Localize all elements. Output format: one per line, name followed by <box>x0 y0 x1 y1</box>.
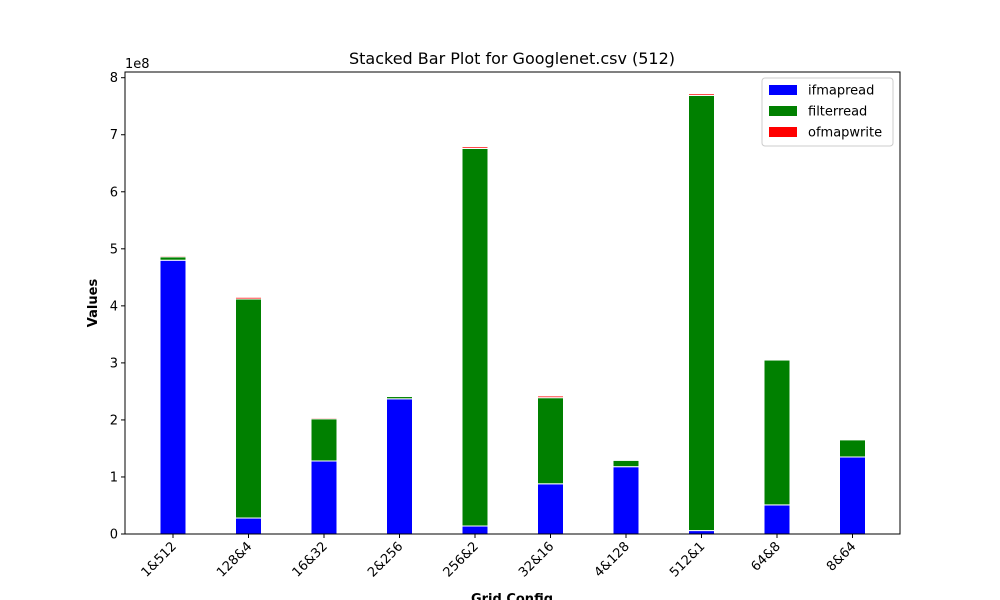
bar-ofmapwrite-128&4 <box>235 296 262 300</box>
bar-ifmapread-8&64 <box>839 456 866 535</box>
legend-swatch-ifmapread <box>769 85 797 95</box>
bar-filterread-256&2 <box>461 147 489 527</box>
legend-label-ofmapwrite: ofmapwrite <box>808 126 882 141</box>
bar-ofmapwrite-256&2 <box>461 146 489 149</box>
y-tick-label: 2 <box>110 413 118 428</box>
legend-swatch-ofmapwrite <box>769 127 797 137</box>
bar-filterread-2&256 <box>386 396 413 400</box>
y-axis-ticks: 0 1 2 3 4 5 6 7 8 <box>110 71 125 543</box>
bar-ifmapread-4&128 <box>612 466 640 535</box>
y-tick-label: 7 <box>110 128 118 143</box>
bar-filterread-16&32 <box>310 418 338 462</box>
legend-label-ifmapread: ifmapread <box>808 84 874 99</box>
y-tick-label: 0 <box>110 528 118 543</box>
bar-ofmapwrite-1&512 <box>159 255 187 258</box>
y-tick-label: 8 <box>110 71 118 86</box>
x-axis-label: Grid Config <box>471 592 553 600</box>
bar-ifmapread-16&32 <box>310 460 338 535</box>
bars-group <box>159 93 866 535</box>
bar-ifmapread-2&256 <box>386 398 413 535</box>
bar-ifmapread-256&2 <box>461 525 489 535</box>
bar-filterread-32&16 <box>537 397 564 485</box>
bar-ifmapread-64&8 <box>763 504 791 535</box>
y-tick-label: 3 <box>110 356 118 371</box>
legend-items: ifmapread filterread ofmapwrite <box>769 84 882 141</box>
chart-title: Stacked Bar Plot for Googlenet.csv (512) <box>349 49 675 68</box>
bar-filterread-4&128 <box>612 459 640 468</box>
bar-ofmapwrite-16&32 <box>310 417 338 420</box>
bar-filterread-64&8 <box>763 359 791 506</box>
bar-ifmapread-1&512 <box>159 259 187 535</box>
y-tick-label: 5 <box>110 242 118 257</box>
bar-filterread-1&512 <box>159 256 187 261</box>
bar-filterread-512&1 <box>688 94 715 532</box>
bar-ifmapread-512&1 <box>688 530 715 535</box>
bar-filterread-128&4 <box>235 298 262 519</box>
plot-frame <box>124 71 901 535</box>
bar-ifmapread-128&4 <box>235 517 262 535</box>
bar-ifmapread-32&16 <box>537 483 564 535</box>
y-tick-label: 4 <box>110 299 118 314</box>
y-axis-label: Values <box>86 279 101 328</box>
bar-ofmapwrite-32&16 <box>537 395 564 399</box>
bar-ofmapwrite-512&1 <box>688 93 715 96</box>
y-tick-label: 6 <box>110 185 118 200</box>
y-offset-label: 1e8 <box>125 57 150 72</box>
legend-swatch-filterread <box>769 106 797 116</box>
legend-label-filterread: filterread <box>808 105 867 120</box>
legend: ifmapread filterread ofmapwrite <box>761 77 894 147</box>
bar-filterread-8&64 <box>839 439 866 458</box>
y-tick-label: 1 <box>110 470 118 485</box>
